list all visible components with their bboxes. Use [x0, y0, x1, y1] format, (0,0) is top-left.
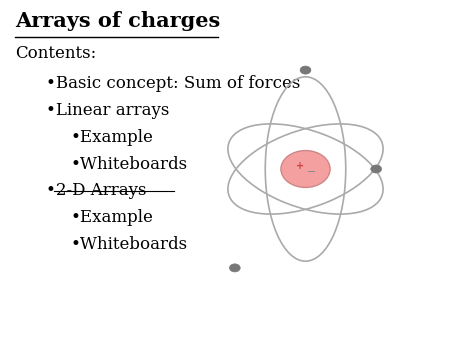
Text: •Example: •Example: [71, 129, 153, 146]
Text: Arrays of charges: Arrays of charges: [15, 11, 220, 31]
Text: •Example: •Example: [71, 209, 153, 226]
Text: •Whiteboards: •Whiteboards: [71, 155, 188, 173]
Text: •Basic concept: Sum of forces: •Basic concept: Sum of forces: [46, 75, 301, 92]
Text: •2-D Arrays: •2-D Arrays: [46, 183, 147, 199]
Circle shape: [281, 150, 330, 188]
Text: •Whiteboards: •Whiteboards: [71, 236, 188, 253]
Circle shape: [300, 66, 311, 74]
Text: •Linear arrays: •Linear arrays: [46, 102, 170, 119]
Text: +: +: [296, 161, 304, 171]
Circle shape: [230, 264, 240, 272]
Text: −: −: [306, 167, 316, 177]
Text: Contents:: Contents:: [15, 45, 96, 62]
Circle shape: [371, 165, 382, 173]
